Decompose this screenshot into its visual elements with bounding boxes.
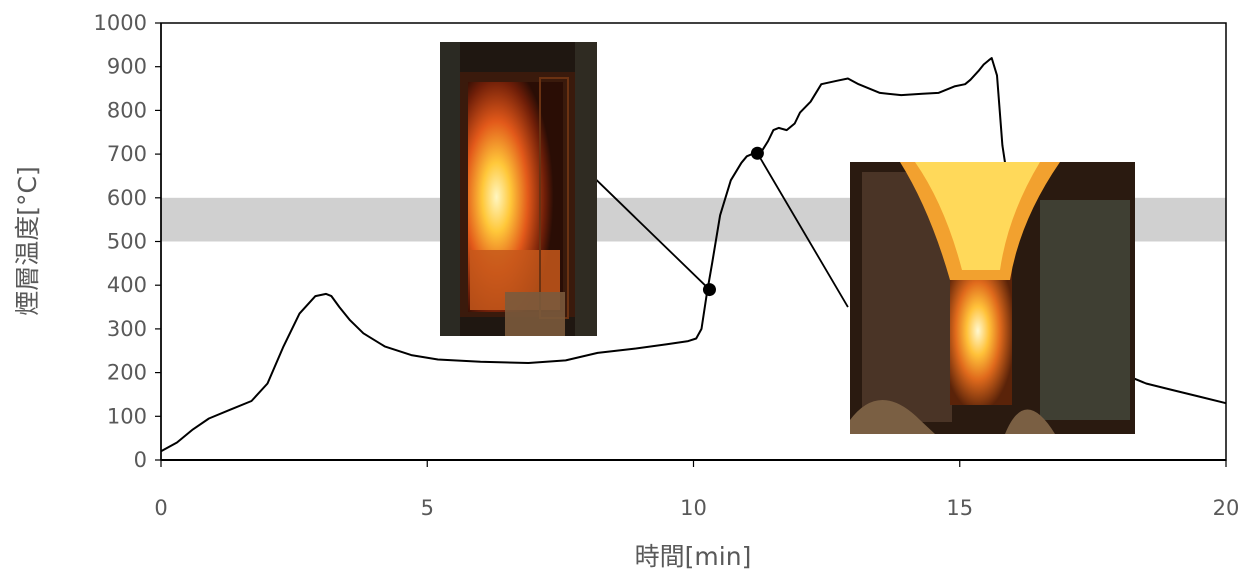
y-tick-label: 0 bbox=[134, 448, 147, 472]
connector-line bbox=[756, 152, 849, 308]
data-marker bbox=[702, 283, 716, 297]
fire-photo-1 bbox=[440, 42, 597, 336]
y-tick-label: 600 bbox=[107, 186, 147, 210]
x-tick-label: 0 bbox=[154, 496, 167, 520]
x-tick-label: 5 bbox=[421, 496, 434, 520]
y-tick-label: 100 bbox=[107, 404, 147, 428]
y-axis-title: 煙層温度[°C] bbox=[13, 166, 42, 315]
photo-connectors bbox=[591, 152, 849, 308]
y-tick-label: 300 bbox=[107, 317, 147, 341]
fire-photo-2 bbox=[850, 162, 1135, 434]
y-tick-label: 200 bbox=[107, 361, 147, 385]
y-tick-label: 700 bbox=[107, 142, 147, 166]
x-tick-labels: 0 5 10 15 20 bbox=[154, 460, 1239, 520]
y-tick-label: 400 bbox=[107, 273, 147, 297]
connector-line bbox=[591, 175, 711, 291]
data-marker bbox=[750, 146, 764, 160]
markers bbox=[702, 146, 764, 297]
y-tick-label: 500 bbox=[107, 230, 147, 254]
x-tick-label: 10 bbox=[680, 496, 707, 520]
y-tick-labels: 0 100 200 300 400 500 600 700 800 900 1000 bbox=[94, 11, 161, 472]
x-tick-label: 15 bbox=[946, 496, 973, 520]
y-tick-label: 800 bbox=[107, 98, 147, 122]
y-tick-label: 900 bbox=[107, 55, 147, 79]
x-axis-title: 時間[min] bbox=[635, 542, 752, 571]
y-tick-label: 1000 bbox=[94, 11, 147, 35]
x-tick-label: 20 bbox=[1213, 496, 1240, 520]
